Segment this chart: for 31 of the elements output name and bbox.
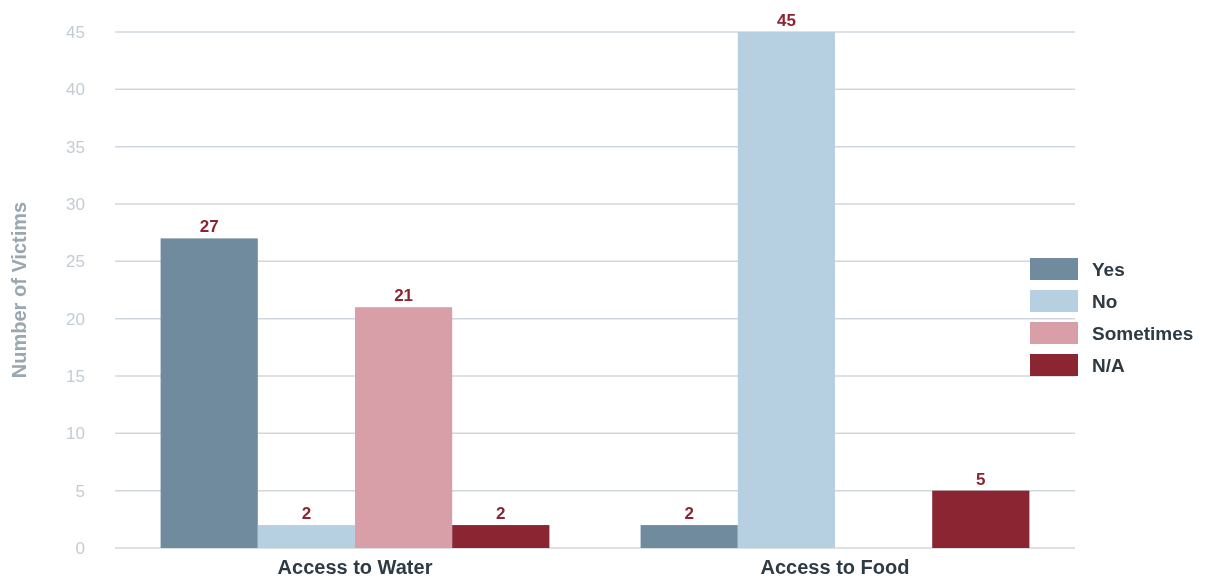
data-label: 5	[976, 469, 986, 489]
y-tick-label: 35	[66, 137, 85, 157]
y-tick-label: 45	[66, 22, 85, 42]
data-label: 45	[776, 11, 796, 30]
x-tick-label: Access to Water	[277, 556, 433, 578]
y-tick-label: 20	[66, 309, 85, 329]
bar	[932, 490, 1030, 548]
y-tick-label: 10	[66, 424, 85, 444]
bar	[355, 307, 453, 548]
data-label: 27	[199, 217, 219, 237]
bar	[737, 32, 835, 548]
y-tick-label: 40	[66, 80, 85, 100]
x-tick-label: Access to Food	[760, 556, 910, 578]
data-label: 21	[394, 286, 414, 306]
bar	[452, 525, 550, 548]
data-label: 2	[496, 504, 506, 524]
y-tick-label: 15	[66, 366, 85, 386]
legend-label: N/A	[1092, 354, 1125, 376]
y-tick-label: 30	[66, 194, 85, 214]
y-tick-label: 0	[75, 538, 85, 558]
y-tick-label: 5	[75, 481, 85, 501]
bar	[257, 525, 355, 548]
data-label: 2	[301, 504, 312, 524]
legend-label: No	[1092, 290, 1118, 312]
legend-label: Yes	[1092, 258, 1125, 280]
y-tick-label: 25	[66, 252, 85, 272]
y-axis-title: Number of Victims	[8, 201, 30, 379]
bar	[160, 238, 258, 548]
bar	[640, 525, 738, 548]
data-label: 2	[684, 504, 694, 524]
legend-label: Sometimes	[1092, 322, 1194, 344]
